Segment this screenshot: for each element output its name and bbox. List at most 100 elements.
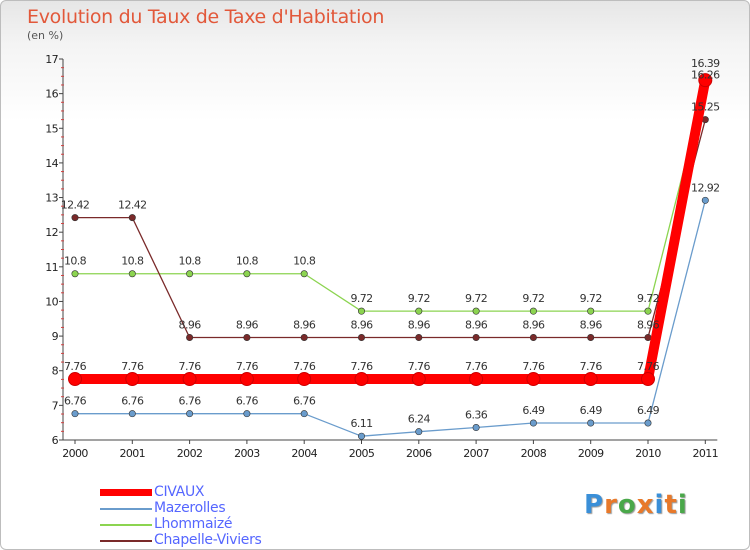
data-point-mazerolles [587,419,595,427]
data-label-chapelle-viviers: 8.96 [408,318,431,331]
data-point-chapelle-viviers [186,333,194,341]
data-label-lhommaiz-: 10.8 [121,255,144,268]
data-label-chapelle-viviers: 12.42 [61,199,90,212]
data-point-lhommaiz- [300,270,308,278]
logo-letter: t [664,490,678,520]
data-point-chapelle-viviers [357,333,365,341]
data-label-lhommaiz-: 9.72 [350,292,372,305]
y-tick-label: 13 [45,192,58,205]
chart-title: Evolution du Taux de Taxe d'Habitation [27,6,385,28]
chart-subtitle: (en %) [27,29,64,42]
y-tick-label: 12 [45,226,58,239]
data-point-civaux [526,372,541,387]
logo-letter: P [584,490,605,520]
logo-letter: i [677,490,688,520]
data-label-lhommaiz-: 9.72 [408,292,430,305]
data-label-chapelle-viviers: 8.96 [179,318,202,331]
data-point-civaux [583,372,598,387]
data-label-mazerolles: 6.49 [580,404,603,417]
data-point-civaux [68,372,82,387]
data-label-lhommaiz-: 10.8 [236,255,259,268]
data-point-civaux [125,372,140,387]
x-tick-label: 2011 [692,447,718,460]
legend-label: Mazerolles [154,500,226,516]
data-point-chapelle-viviers [587,333,595,341]
data-label-civaux: 7.76 [465,360,488,373]
logo-letter: i [654,490,665,520]
y-tick-label: 15 [45,122,58,135]
data-point-civaux [411,372,426,387]
data-point-mazerolles [644,419,652,427]
y-tick-label: 10 [45,295,58,308]
series-line-civaux [70,75,711,385]
data-point-civaux [297,372,312,387]
x-tick-label: 2004 [291,447,317,460]
data-point-lhommaiz- [128,270,136,278]
series-line-chapelle-viviers [74,118,706,339]
data-point-lhommaiz- [357,307,365,315]
data-label-mazerolles: 6.76 [179,395,202,408]
x-tick-label: 2005 [349,447,375,460]
data-label-mazerolles: 12.92 [691,181,720,194]
data-label-mazerolles: 6.11 [350,417,372,430]
x-tick-label: 2001 [119,447,145,460]
data-point-civaux [239,372,254,387]
data-label-lhommaiz-: 9.72 [522,292,544,305]
data-point-chapelle-viviers [243,333,251,341]
data-point-mazerolles [529,419,537,427]
data-label-civaux: 7.76 [580,360,603,373]
x-tick-label: 2002 [177,447,203,460]
data-label-civaux: 16.39 [691,57,720,70]
data-point-civaux [182,372,197,387]
data-point-mazerolles [472,424,480,432]
x-tick-label: 2008 [521,447,547,460]
data-label-chapelle-viviers: 12.42 [118,199,147,212]
series-line-mazerolles [74,199,706,437]
data-point-lhommaiz- [71,270,79,278]
data-point-chapelle-viviers [128,214,136,222]
data-point-chapelle-viviers [71,214,79,222]
y-tick-label: 16 [45,88,58,101]
data-label-civaux: 7.76 [236,360,259,373]
data-label-civaux: 7.76 [293,360,316,373]
data-point-civaux [354,372,369,387]
legend-label: Lhommaizé [154,516,233,532]
data-point-chapelle-viviers [415,333,423,341]
data-point-mazerolles [243,410,251,418]
data-label-civaux: 7.76 [350,360,373,373]
data-point-mazerolles [300,410,308,418]
x-tick-label: 2006 [406,447,432,460]
x-tick-label: 2003 [234,447,260,460]
data-label-mazerolles: 6.49 [637,404,660,417]
data-label-civaux: 7.76 [408,360,431,373]
y-tick-label: 9 [52,330,59,343]
legend-swatch [100,540,152,542]
data-point-civaux [641,372,655,387]
data-point-mazerolles [186,410,194,418]
data-point-chapelle-viviers [529,333,537,341]
data-point-civaux [469,372,484,387]
legend-label: CIVAUX [154,484,205,500]
logo-letter: o [617,490,637,520]
data-point-lhommaiz- [587,307,595,315]
x-tick-label: 2007 [463,447,489,460]
data-point-mazerolles [71,410,79,418]
data-label-civaux: 7.76 [64,360,87,373]
y-tick-label: 11 [45,261,58,274]
y-tick-label: 17 [45,53,58,66]
data-label-mazerolles: 6.76 [121,395,144,408]
data-point-lhommaiz- [529,307,537,315]
data-label-chapelle-viviers: 8.96 [350,318,373,331]
data-label-chapelle-viviers: 8.96 [522,318,545,331]
x-tick-label: 2009 [578,447,604,460]
data-label-lhommaiz-: 10.8 [64,255,87,268]
data-label-mazerolles: 6.49 [522,404,545,417]
data-label-mazerolles: 6.24 [408,413,431,426]
data-label-chapelle-viviers: 8.96 [293,318,316,331]
x-tick-label: 2000 [62,447,88,460]
y-tick-label: 8 [52,365,59,378]
data-point-lhommaiz- [644,307,652,315]
legend-swatch [100,489,152,496]
